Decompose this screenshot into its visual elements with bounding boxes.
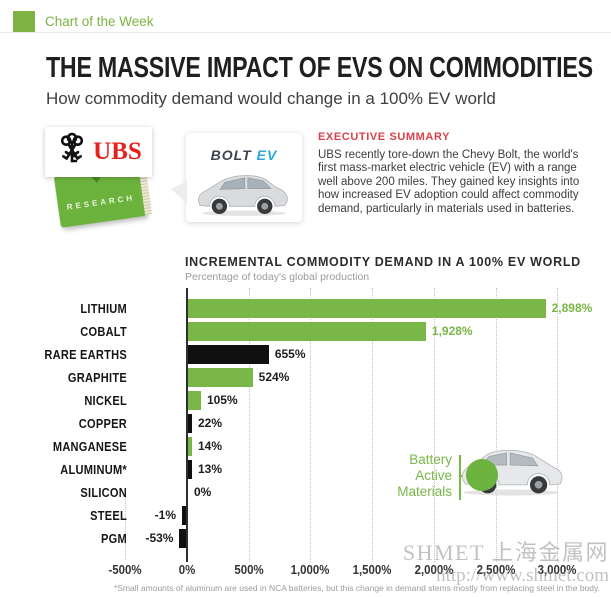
category-label: LITHIUM — [80, 301, 127, 316]
grid-line — [557, 288, 559, 562]
chart-footnote: *Small amounts of aluminum are used in N… — [114, 583, 600, 593]
ubs-logo-card: UBS — [45, 127, 152, 177]
bubble-pointer — [171, 181, 187, 203]
category-label: COPPER — [78, 416, 127, 431]
battery-highlight-circle — [466, 459, 498, 491]
header-divider — [0, 32, 611, 33]
bar — [179, 529, 186, 548]
grid-line — [125, 497, 127, 560]
research-book-label: RESEARCH — [66, 193, 136, 212]
x-axis-tick-label: 2,500% — [476, 562, 515, 577]
chart-of-week-label: Chart of the Week — [45, 14, 154, 29]
ubs-keys-icon — [55, 132, 89, 173]
bar — [188, 460, 192, 479]
page-subtitle: How commodity demand would change in a 1… — [46, 89, 496, 108]
zero-axis-line — [186, 288, 188, 562]
grid-line — [310, 288, 312, 562]
category-label: PGM — [101, 531, 127, 546]
bolt-ev-bubble: BOLT EV — [171, 133, 302, 224]
bolt-logo-text: BOLT — [210, 147, 252, 163]
bar-value-label: -53% — [145, 531, 174, 545]
x-axis-tick-label: 1,500% — [352, 562, 392, 577]
grid-line — [372, 288, 374, 562]
executive-summary-heading: EXECUTIVE SUMMARY — [318, 131, 451, 143]
bar-value-label: 13% — [198, 462, 223, 476]
page-title: THE MASSIVE IMPACT OF EVS ON COMMODITIES — [46, 52, 593, 84]
x-axis-tick-label: 0% — [178, 562, 196, 577]
category-label: NICKEL — [84, 393, 127, 408]
x-axis-tick-label: 3,000% — [537, 562, 577, 577]
category-label: MANGANESE — [52, 439, 127, 454]
bar-value-label: 655% — [274, 347, 306, 361]
bar — [188, 368, 253, 387]
bar-value-label: 524% — [258, 370, 290, 384]
bar — [182, 506, 186, 525]
annotation-line: Battery — [409, 452, 452, 467]
x-axis-tick-label: 1,000% — [290, 562, 330, 577]
bar-value-label: 105% — [206, 393, 238, 407]
bar — [188, 437, 192, 456]
annotation-connector-vertical — [459, 455, 461, 500]
chart-of-week-badge-icon — [13, 11, 35, 32]
bolt-car-image — [194, 169, 294, 224]
bolt-ev-logo: BOLT EV — [186, 147, 302, 163]
annotation-line: Materials — [397, 484, 452, 499]
bar-value-label: 1,928% — [431, 324, 473, 338]
battery-materials-annotation: Battery Active Materials — [368, 452, 452, 500]
x-axis-tick-label: 500% — [234, 562, 264, 577]
executive-summary-body: UBS recently tore-down the Chevy Bolt, t… — [318, 149, 580, 215]
bar — [188, 322, 426, 341]
bar-value-label: -1% — [154, 508, 176, 522]
category-label: ALUMINUM* — [60, 462, 127, 477]
category-label: RARE EARTHS — [44, 347, 127, 362]
category-label: SILICON — [80, 485, 127, 500]
chart-subtitle: Percentage of today's global production — [185, 271, 370, 283]
x-axis-tick-label: 2,000% — [414, 562, 454, 577]
bar — [188, 414, 192, 433]
annotation-line: Active — [415, 468, 452, 483]
chart-title: INCREMENTAL COMMODITY DEMAND IN A 100% E… — [185, 255, 581, 269]
x-axis-tick-label: -500% — [108, 562, 142, 577]
bar — [188, 299, 546, 318]
bar-value-label: 22% — [198, 416, 223, 430]
ev-logo-text: EV — [256, 147, 278, 163]
grid-line — [433, 288, 435, 562]
bar-value-label: 0% — [194, 485, 212, 499]
category-label: COBALT — [80, 324, 127, 339]
bar-value-label: 14% — [198, 439, 223, 453]
bar — [188, 391, 201, 410]
category-label: STEEL — [90, 508, 127, 523]
bar-value-label: 2,898% — [551, 301, 593, 315]
grid-line — [495, 288, 497, 562]
bar — [188, 345, 269, 364]
category-label: GRAPHITE — [67, 370, 127, 385]
ubs-logo-text: UBS — [93, 138, 142, 165]
grid-line — [248, 288, 250, 562]
